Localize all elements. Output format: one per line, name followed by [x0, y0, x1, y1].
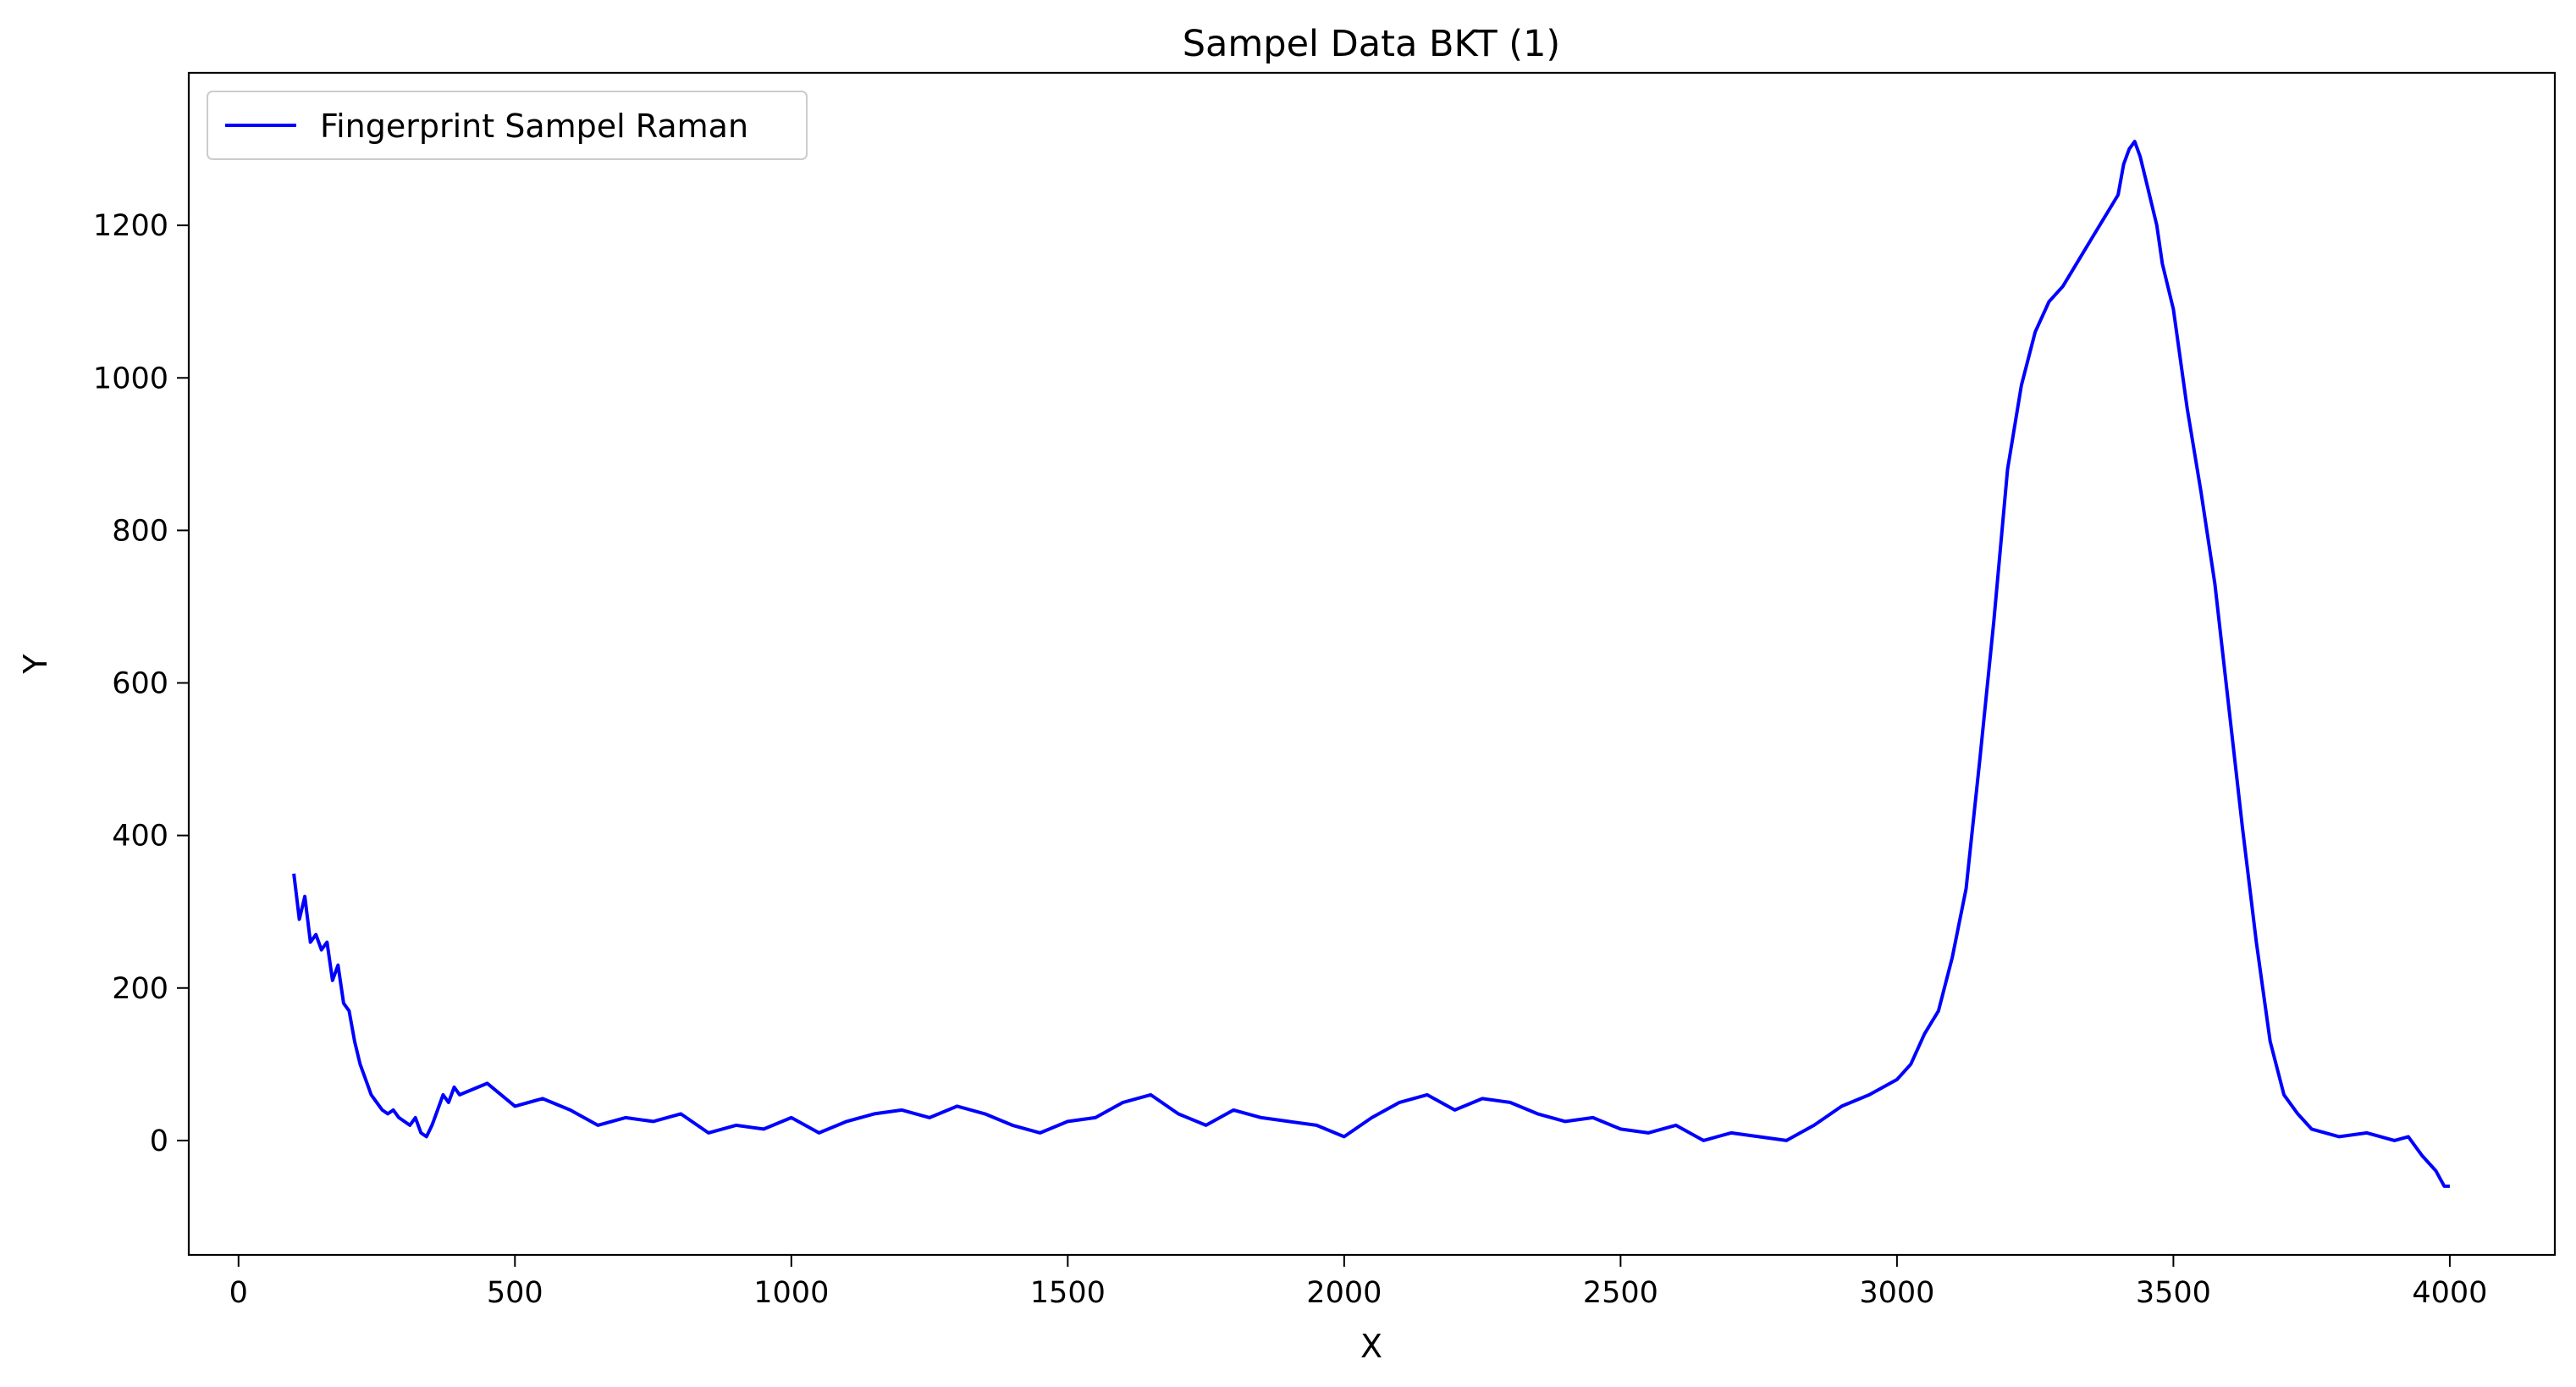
x-tick-label: 3500 — [2136, 1276, 2211, 1310]
y-tick-label: 800 — [112, 514, 168, 548]
y-axis-ticks: 0 200 400 600 800 1000 1200 — [93, 209, 189, 1158]
x-axis-label: X — [1360, 1328, 1382, 1365]
x-tick-label: 4000 — [2412, 1276, 2487, 1310]
x-tick-label: 0 — [229, 1276, 248, 1310]
y-tick-label: 1000 — [93, 362, 168, 395]
legend: Fingerprint Sampel Raman — [207, 91, 808, 160]
x-tick-label: 1000 — [753, 1276, 829, 1310]
x-tick-label: 1500 — [1030, 1276, 1106, 1310]
y-tick-label: 600 — [112, 667, 168, 701]
plot-area-frame — [187, 71, 2557, 1257]
chart-title: Sampel Data BKT (1) — [1183, 23, 1560, 65]
x-tick-label: 500 — [487, 1276, 543, 1310]
y-tick-label: 0 — [150, 1125, 168, 1158]
series-layer — [292, 140, 2450, 1188]
series-line-0 — [292, 140, 2450, 1188]
x-tick-label: 3000 — [1859, 1276, 1934, 1310]
y-tick-label: 1200 — [93, 209, 168, 243]
y-axis-label: Y — [17, 654, 54, 675]
legend-label: Fingerprint Sampel Raman — [320, 108, 748, 145]
x-tick-label: 2500 — [1583, 1276, 1658, 1310]
y-tick-label: 400 — [112, 820, 168, 854]
legend-box — [207, 91, 808, 160]
y-tick-label: 200 — [112, 972, 168, 1006]
x-axis-ticks: 0 500 1000 1500 2000 2500 3000 3500 4000 — [229, 1255, 2487, 1310]
x-tick-label: 2000 — [1306, 1276, 1382, 1310]
